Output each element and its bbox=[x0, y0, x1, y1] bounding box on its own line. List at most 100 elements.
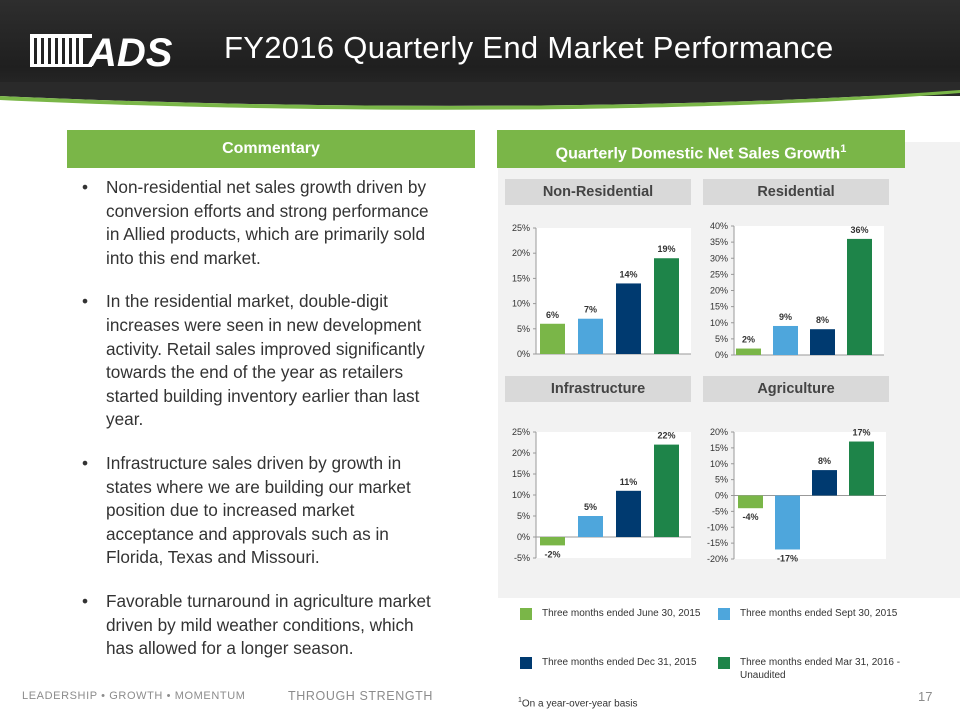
chart-infrastructure: -5% 0% 5% 10% 15% 20% 25% -2% 5% 11% 22% bbox=[512, 427, 691, 563]
commentary-header: Commentary bbox=[67, 130, 475, 168]
commentary-list: Non-residential net sales growth driven … bbox=[82, 176, 442, 681]
bar bbox=[540, 537, 565, 546]
chart-agriculture: -20% -15% -10% -5% 0% 5% 10% 15% 20% -4% -17% 8% 17% bbox=[707, 427, 886, 564]
y-tick-label: -10% bbox=[707, 522, 728, 532]
data-label: 14% bbox=[619, 269, 637, 279]
data-label: 9% bbox=[779, 312, 792, 322]
legend-swatch bbox=[520, 657, 532, 669]
logo-text: ADS bbox=[87, 31, 173, 70]
legend-item-q1: Three months ended June 30, 2015 bbox=[520, 607, 710, 631]
y-tick-label: 10% bbox=[710, 459, 728, 469]
legend-item-q4: Three months ended Mar 31, 2016 - Unaudi… bbox=[718, 656, 908, 686]
y-tick-label: 20% bbox=[710, 286, 728, 296]
y-tick-label: 15% bbox=[512, 273, 530, 283]
legend-item-q2: Three months ended Sept 30, 2015 bbox=[718, 607, 908, 631]
y-tick-label: 5% bbox=[715, 334, 728, 344]
y-tick-label: -5% bbox=[712, 506, 728, 516]
y-tick-label: 25% bbox=[512, 223, 530, 233]
chart-header-agriculture: Agriculture bbox=[703, 376, 889, 402]
y-tick-label: 25% bbox=[512, 427, 530, 437]
bar bbox=[578, 318, 603, 354]
y-tick-label: -20% bbox=[707, 554, 728, 564]
chart-non-residential: 0% 5% 10% 15% 20% 25% 6% 7% 14% 19% bbox=[512, 223, 691, 359]
bar bbox=[775, 495, 800, 550]
bar bbox=[849, 441, 874, 496]
y-tick-label: 15% bbox=[512, 469, 530, 479]
legend-item-q3: Three months ended Dec 31, 2015 bbox=[520, 656, 710, 680]
y-tick-label: 30% bbox=[710, 253, 728, 263]
y-tick-label: 15% bbox=[710, 302, 728, 312]
legend-swatch bbox=[718, 657, 730, 669]
data-label: 17% bbox=[852, 428, 870, 438]
footer-tagline: LEADERSHIP • GROWTH • MOMENTUM bbox=[22, 690, 246, 702]
legend-swatch bbox=[520, 608, 532, 620]
bar bbox=[738, 495, 763, 509]
y-tick-label: 10% bbox=[512, 490, 530, 500]
bar bbox=[810, 329, 835, 355]
y-tick-label: 40% bbox=[710, 221, 728, 231]
commentary-bullet: Infrastructure sales driven by growth in… bbox=[82, 452, 442, 570]
y-tick-label: 5% bbox=[715, 475, 728, 485]
header-swoosh bbox=[0, 82, 960, 110]
data-label: -4% bbox=[742, 512, 758, 522]
y-tick-label: 20% bbox=[512, 448, 530, 458]
data-label: 11% bbox=[620, 477, 638, 487]
charts-title: Quarterly Domestic Net Sales Growth bbox=[555, 145, 841, 163]
bar bbox=[616, 283, 641, 354]
legend-label: Three months ended Mar 31, 2016 - Unaudi… bbox=[740, 657, 901, 681]
data-label: 7% bbox=[584, 305, 597, 315]
footer-slogan: THROUGH STRENGTH bbox=[288, 689, 434, 703]
y-tick-label: 0% bbox=[715, 491, 728, 501]
data-label: -17% bbox=[777, 553, 798, 563]
chart-header-residential: Residential bbox=[703, 179, 889, 205]
y-tick-label: -15% bbox=[707, 538, 728, 548]
y-tick-label: 10% bbox=[512, 299, 530, 309]
data-label: 19% bbox=[657, 244, 675, 254]
y-tick-label: 5% bbox=[517, 511, 530, 521]
y-tick-label: 20% bbox=[710, 427, 728, 437]
bar bbox=[616, 490, 641, 537]
legend-swatch bbox=[718, 608, 730, 620]
footnote-marker: 1 bbox=[518, 697, 522, 704]
bar bbox=[736, 348, 761, 355]
page-title: FY2016 Quarterly End Market Performance bbox=[224, 30, 834, 65]
legend-label: Three months ended Dec 31, 2015 bbox=[542, 657, 697, 668]
y-tick-label: 5% bbox=[517, 324, 530, 334]
y-tick-label: 0% bbox=[715, 350, 728, 360]
legend-label: Three months ended June 30, 2015 bbox=[542, 608, 701, 619]
bar bbox=[578, 516, 603, 537]
footnote: 1On a year-over-year basis bbox=[518, 697, 638, 709]
data-label: 6% bbox=[546, 310, 559, 320]
legend-label: Three months ended Sept 30, 2015 bbox=[740, 608, 898, 619]
data-label: 8% bbox=[816, 315, 829, 325]
page-number: 17 bbox=[918, 689, 933, 704]
footnote-text: On a year-over-year basis bbox=[521, 698, 638, 710]
bar bbox=[654, 444, 679, 537]
chart-header-infrastructure: Infrastructure bbox=[505, 376, 691, 402]
data-label: 5% bbox=[584, 502, 597, 512]
y-tick-label: 15% bbox=[710, 443, 728, 453]
commentary-bullet: In the residential market, double-digit … bbox=[82, 290, 442, 432]
commentary-bullet: Non-residential net sales growth driven … bbox=[82, 176, 442, 270]
company-logo: ADS bbox=[30, 31, 173, 70]
commentary-bullet: Favorable turnaround in agriculture mark… bbox=[82, 590, 442, 661]
data-label: 8% bbox=[818, 456, 831, 466]
bar bbox=[773, 325, 798, 355]
y-tick-label: 35% bbox=[710, 237, 728, 247]
data-label: -2% bbox=[544, 549, 560, 559]
data-label: 22% bbox=[657, 431, 675, 441]
commentary-title: Commentary bbox=[222, 140, 320, 157]
y-tick-label: -5% bbox=[514, 553, 530, 563]
bar bbox=[540, 323, 565, 354]
charts-title-superscript: 1 bbox=[840, 143, 847, 155]
y-tick-label: 10% bbox=[710, 318, 728, 328]
y-tick-label: 0% bbox=[517, 532, 530, 542]
data-label: 36% bbox=[850, 225, 868, 235]
header-band bbox=[0, 0, 960, 96]
bar bbox=[847, 238, 872, 355]
charts-header: Quarterly Domestic Net Sales Growth1 bbox=[497, 130, 905, 168]
y-tick-label: 0% bbox=[517, 349, 530, 359]
bar bbox=[654, 258, 679, 354]
bar bbox=[812, 470, 837, 496]
y-tick-label: 20% bbox=[512, 248, 530, 258]
